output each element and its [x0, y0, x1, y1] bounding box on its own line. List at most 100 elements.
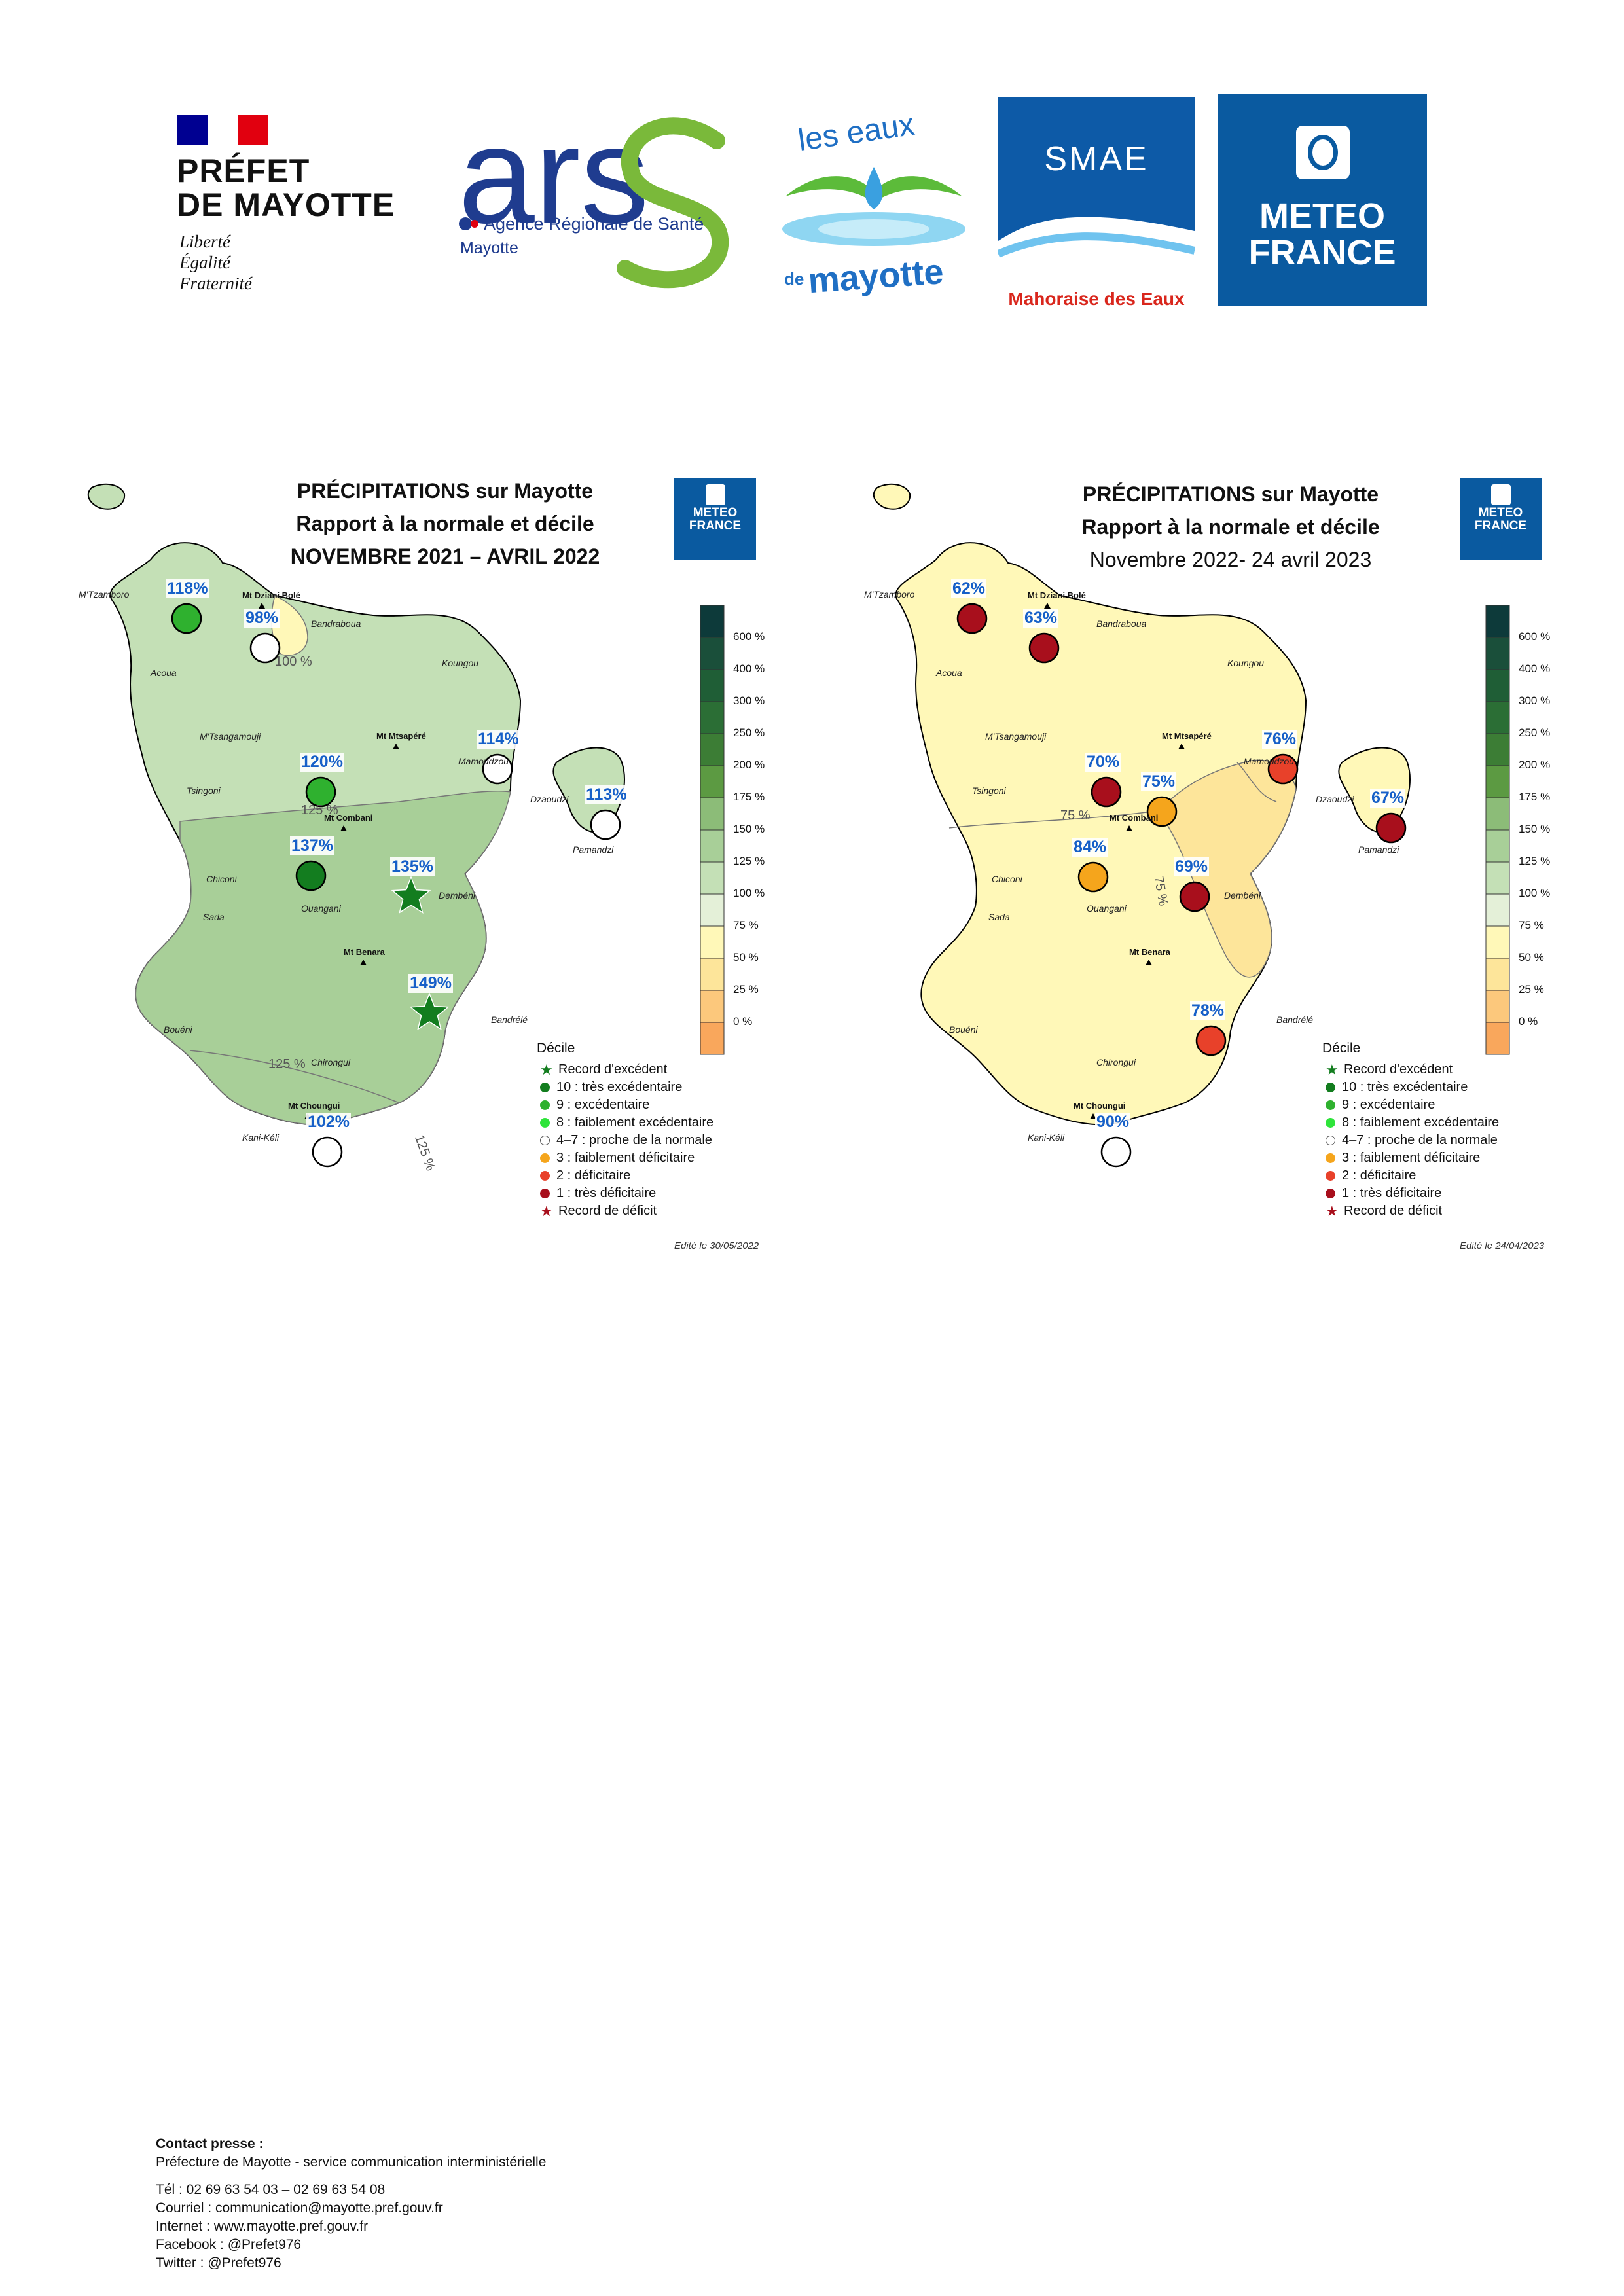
scale-label: 300 % — [1519, 694, 1551, 707]
peak-name: Mt Choungui — [1074, 1101, 1126, 1111]
peak-triangle-icon — [393, 744, 399, 749]
station-circle-icon — [1146, 796, 1178, 827]
circle-icon — [540, 1153, 550, 1163]
station-percentage: 120% — [300, 753, 344, 772]
place-name: Koungou — [1227, 658, 1265, 668]
scale-label: 300 % — [733, 694, 765, 707]
station-circle-icon — [171, 603, 202, 634]
station-percentage: 118% — [166, 579, 209, 598]
contact-website[interactable]: Internet : www.mayotte.pref.gouv.fr — [156, 2219, 369, 2234]
legend-label: 9 : excédentaire — [1342, 1098, 1435, 1112]
peak-name: Mt Benara — [1129, 947, 1170, 957]
station-percentage: 76% — [1262, 730, 1298, 749]
scale-label: 200 % — [733, 759, 765, 771]
contact-twitter[interactable]: Twitter : @Prefet976 — [156, 2255, 281, 2270]
smae-tagline: Mahoraise des Eaux — [1008, 289, 1185, 309]
station-percentage: 63% — [1023, 609, 1059, 628]
station-percentage: 90% — [1095, 1113, 1131, 1132]
legend-item: 8 : faiblement excédentaire — [1326, 1115, 1499, 1130]
legend-label: 1 : très déficitaire — [556, 1186, 657, 1200]
legend-label: 1 : très déficitaire — [1342, 1186, 1442, 1200]
scale-label: 75 % — [733, 919, 759, 931]
scale-label: 600 % — [1519, 630, 1551, 643]
scale-swatch — [1485, 797, 1510, 831]
place-name: Ouangani — [1087, 903, 1127, 914]
legend-item: 2 : déficitaire — [540, 1168, 630, 1183]
peak-triangle-icon — [1126, 825, 1132, 831]
french-flag-icon — [177, 115, 269, 145]
legend-label: 10 : très excédentaire — [1342, 1080, 1468, 1094]
station-circle-icon — [1028, 632, 1060, 664]
legend-label: 8 : faiblement excédentaire — [556, 1115, 714, 1130]
contact-heading: Contact presse : — [156, 2136, 264, 2151]
title-line2: Rapport à la normale et décile — [1081, 515, 1380, 539]
place-name: Dembéni — [1224, 890, 1261, 901]
meteo-france-emblem-icon — [1490, 484, 1511, 505]
peak-name: Mt Choungui — [288, 1101, 340, 1111]
scale-label: 400 % — [733, 662, 765, 675]
station-percentage: 70% — [1085, 753, 1121, 772]
smae-wave-icon — [998, 217, 1195, 267]
eaux-de-text: de — [784, 269, 804, 289]
station-circle-icon — [1375, 812, 1407, 844]
legend-item: 3 : faiblement déficitaire — [1326, 1151, 1480, 1166]
iso-zone-100 — [271, 594, 308, 656]
circle-icon — [1326, 1083, 1335, 1092]
ars-logo: ars Agence Régionale de Santé Mayotte — [458, 115, 729, 289]
mf-small-line1: METEO — [693, 506, 738, 520]
scale-swatch — [700, 797, 725, 831]
circle-icon — [1326, 1136, 1335, 1145]
contact-email[interactable]: Courriel : communication@mayotte.pref.go… — [156, 2200, 443, 2215]
smae-name: SMAE — [1044, 140, 1148, 178]
peak-triangle-icon — [259, 603, 265, 609]
place-name: Ouangani — [301, 903, 341, 914]
legend-label: Record d'excédent — [558, 1062, 668, 1077]
meteo-france-small-logo: METEO FRANCE — [674, 478, 756, 560]
prefet-mayotte-logo: PRÉFET DE MAYOTTE Liberté Égalité Frater… — [177, 115, 419, 311]
legend-label: 2 : déficitaire — [1342, 1168, 1416, 1183]
circle-icon — [540, 1118, 550, 1128]
station-circle-icon — [1267, 753, 1299, 785]
nw-islet — [873, 483, 911, 510]
station-circle-icon — [312, 1136, 343, 1168]
legend-title: Décile — [1322, 1041, 1361, 1056]
scale-label: 600 % — [733, 630, 765, 643]
legend-item: ★ Record d'excédent — [1326, 1062, 1453, 1077]
ars-tagline: Agence Régionale de Santé — [484, 214, 704, 234]
place-name: Dzaoudzi — [1316, 794, 1354, 804]
motto-egalite: Égalité — [179, 253, 230, 272]
scale-swatch — [700, 605, 725, 638]
place-name: Mamoudzou — [458, 756, 509, 766]
grande-terre-island — [895, 542, 1307, 1126]
title-line1: PRÉCIPITATIONS sur Mayotte — [297, 479, 594, 503]
place-name: Chiconi — [992, 874, 1022, 884]
isoline-125-south — [189, 1050, 400, 1103]
circle-icon — [540, 1189, 550, 1198]
scale-swatch — [1485, 861, 1510, 895]
circle-icon — [540, 1100, 550, 1110]
place-name: Bandrélé — [1276, 1014, 1314, 1025]
scale-swatch — [700, 925, 725, 959]
contact-facebook[interactable]: Facebook : @Prefet976 — [156, 2237, 302, 2252]
ars-letters: ars — [458, 115, 649, 252]
peak-name: Mt Dziani Bolé — [242, 590, 300, 600]
ars-s-swoosh-icon — [617, 117, 729, 289]
station-percentage: 114% — [477, 730, 520, 749]
scale-label: 75 % — [1519, 919, 1544, 931]
station-percentage: 113% — [585, 785, 628, 804]
peak-name: Mt Benara — [344, 947, 385, 957]
station-circle-icon — [1179, 881, 1210, 912]
prefet-motto: Liberté Égalité Fraternité — [179, 231, 252, 294]
iso-label-100: 100 % — [275, 655, 312, 669]
scale-swatch — [1485, 893, 1510, 927]
station-percentage: 84% — [1072, 838, 1108, 857]
title-line2: Rapport à la normale et décile — [296, 512, 594, 535]
contact-org: Préfecture de Mayotte - service communic… — [156, 2155, 547, 2170]
scale-label: 250 % — [733, 726, 765, 739]
map-panel-2021-2022: PRÉCIPITATIONS sur Mayotte Rapport à la … — [59, 455, 812, 1266]
place-name: Acoua — [936, 668, 962, 678]
place-name: Pamandzi — [1358, 844, 1399, 855]
place-name: Sada — [988, 912, 1010, 922]
title-period: Novembre 2022- 24 avril 2023 — [1089, 548, 1372, 571]
station-percentage: 62% — [951, 579, 987, 598]
